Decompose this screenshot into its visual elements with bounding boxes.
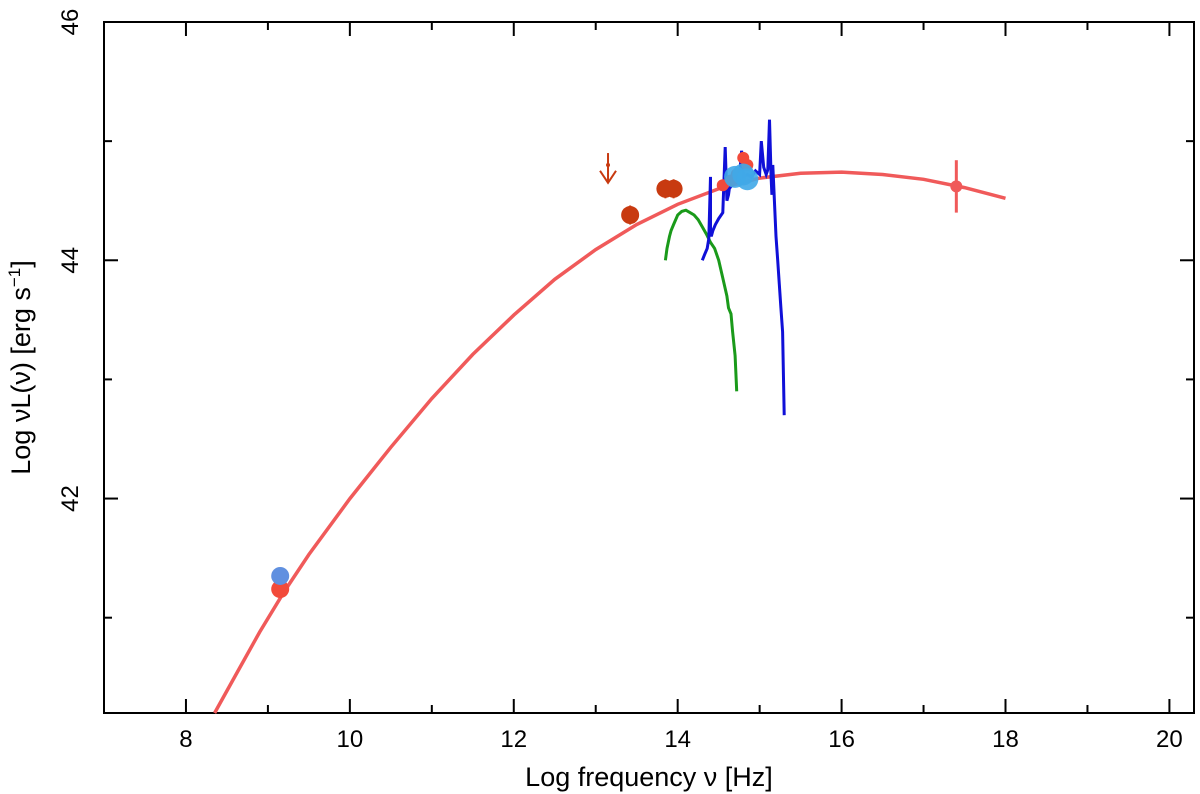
x-tick-label: 10 <box>337 726 364 753</box>
y-tick-label: 44 <box>57 247 84 274</box>
plot-frame-group <box>103 21 1195 714</box>
axis-ticks <box>104 21 1194 713</box>
x-tick-label: 20 <box>1156 726 1183 753</box>
y-axis-title-end: ] <box>6 260 36 268</box>
y-tick-label: 46 <box>57 9 84 36</box>
y-axis-title-main: Log νL(ν) [erg s <box>6 287 36 475</box>
darkred-point <box>621 206 640 225</box>
lightblue-point <box>271 566 290 585</box>
x-tick-label: 12 <box>500 726 527 753</box>
plot-frame <box>103 21 1195 714</box>
upper-limit-dot <box>606 163 611 168</box>
y-axis-title-superscript: −1 <box>5 268 24 287</box>
x-tick-label: 14 <box>664 726 691 753</box>
y-tick-label: 42 <box>57 485 84 512</box>
x-tick-labels: 8 10 12 14 16 18 20 <box>179 726 1182 753</box>
red-point <box>271 580 290 599</box>
cyan-point <box>736 168 759 191</box>
y-axis-title: Log νL(ν) [erg s−1] <box>5 260 36 474</box>
data-series <box>213 119 1006 714</box>
x-axis-title: Log frequency ν [Hz] <box>525 762 773 792</box>
y-tick-labels: 42 44 46 <box>57 9 84 512</box>
x-tick-label: 8 <box>179 726 192 753</box>
upper-limit-arrow-head <box>599 170 617 185</box>
fit-curve <box>213 170 1006 714</box>
x-tick-label: 18 <box>992 726 1019 753</box>
darkred-point <box>664 179 683 198</box>
green-spectrum <box>663 208 739 392</box>
x-tick-label: 16 <box>828 726 855 753</box>
xray-point <box>950 180 963 193</box>
